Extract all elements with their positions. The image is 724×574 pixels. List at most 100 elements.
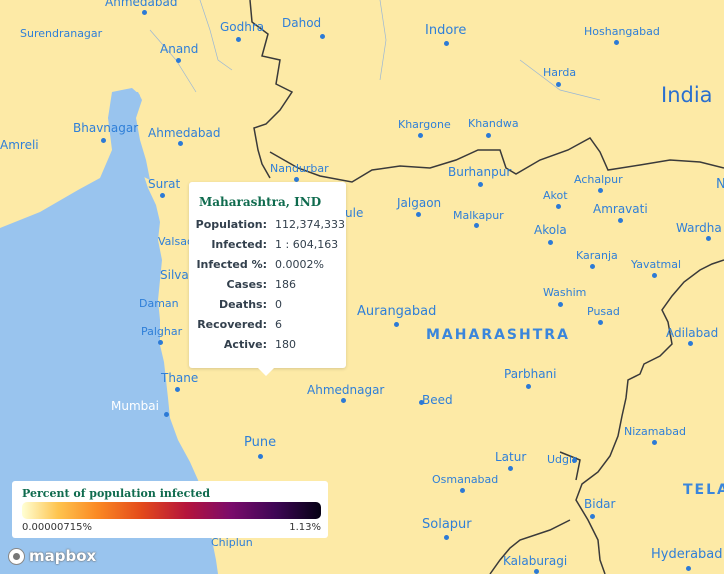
place-label: Wardha bbox=[676, 221, 722, 235]
place-label: Chiplun bbox=[211, 536, 253, 549]
place-dot bbox=[258, 454, 263, 459]
mapbox-icon bbox=[8, 548, 25, 565]
place-dot bbox=[164, 412, 169, 417]
place-dot bbox=[598, 320, 603, 325]
legend-title: Percent of population infected bbox=[22, 487, 211, 500]
place-dot bbox=[160, 193, 165, 198]
place-label: Jalgaon bbox=[397, 196, 442, 210]
place-label: Malkapur bbox=[453, 209, 504, 222]
tooltip-key: Cases: bbox=[226, 278, 267, 291]
place-dot bbox=[474, 223, 479, 228]
place-dot bbox=[556, 204, 561, 209]
state-label: MAHARASHTRA bbox=[426, 327, 570, 343]
place-dot bbox=[294, 177, 299, 182]
place-label: Achalpur bbox=[574, 173, 623, 186]
place-label: Pune bbox=[244, 435, 277, 450]
legend-color-scale bbox=[22, 502, 321, 519]
place-label: Udgir bbox=[547, 453, 577, 466]
place-label: Anand bbox=[160, 42, 199, 56]
tooltip-value: 180 bbox=[275, 338, 296, 351]
place-label: Solapur bbox=[422, 517, 472, 532]
place-label: Daman bbox=[139, 297, 179, 310]
state-label: TELA bbox=[683, 482, 724, 498]
country-label: India bbox=[661, 83, 713, 107]
place-label: Ahmedabad bbox=[105, 0, 178, 9]
place-label: Palghar bbox=[141, 325, 183, 338]
place-dot bbox=[158, 340, 163, 345]
place-label: Adilabad bbox=[666, 326, 719, 340]
place-dot bbox=[320, 34, 325, 39]
place-label: Beed bbox=[422, 393, 453, 407]
tooltip-key: Infected: bbox=[211, 238, 267, 251]
place-dot bbox=[686, 566, 691, 571]
place-label: Valsad bbox=[158, 235, 194, 248]
place-label: Surendranagar bbox=[20, 27, 103, 40]
place-dot bbox=[236, 37, 241, 42]
state-borders bbox=[249, 0, 724, 574]
place-dot bbox=[534, 569, 539, 574]
place-label: Dahod bbox=[282, 16, 322, 30]
tooltip-key: Deaths: bbox=[218, 298, 267, 311]
place-dot bbox=[590, 514, 595, 519]
place-label: Hoshangabad bbox=[584, 25, 660, 38]
place-label: Amravati bbox=[593, 202, 648, 216]
place-dot bbox=[652, 273, 657, 278]
place-dot bbox=[526, 384, 531, 389]
place-dot bbox=[142, 10, 147, 15]
place-dot bbox=[688, 341, 693, 346]
tooltip-row-cases: Cases: 186 bbox=[189, 278, 346, 294]
place-dot bbox=[614, 40, 619, 45]
place-dot bbox=[572, 458, 577, 463]
place-dot bbox=[394, 322, 399, 327]
place-dot bbox=[558, 302, 563, 307]
tooltip-title: Maharashtra, IND bbox=[199, 195, 322, 209]
place-label: Mumbai bbox=[111, 399, 159, 413]
tooltip-row-population: Population: 112,374,333 bbox=[189, 218, 346, 234]
place-dot bbox=[486, 133, 491, 138]
place-label: Harda bbox=[543, 66, 577, 79]
gulf-of-khambhat bbox=[108, 92, 150, 180]
place-label: Washim bbox=[543, 286, 587, 299]
place-label: Nandurbar bbox=[270, 162, 329, 175]
place-label: Bidar bbox=[584, 497, 616, 511]
place-label: Latur bbox=[495, 450, 527, 464]
place-label: Kalaburagi bbox=[503, 554, 568, 568]
place-label: Indore bbox=[425, 23, 467, 38]
place-label: Khandwa bbox=[468, 117, 519, 130]
tooltip-row-active: Active: 180 bbox=[189, 338, 346, 354]
legend: Percent of population infected 0.0000071… bbox=[12, 481, 328, 538]
place-label: Ahmednagar bbox=[307, 383, 385, 397]
arabian-sea bbox=[0, 88, 218, 574]
tooltip-value: 112,374,333 bbox=[275, 218, 345, 231]
tooltip-row-infected: Infected: 1 : 604,163 bbox=[189, 238, 346, 254]
region-tooltip: Maharashtra, IND Population: 112,374,333… bbox=[189, 182, 346, 376]
place-dot bbox=[556, 82, 561, 87]
legend-min-label: 0.00000715% bbox=[22, 522, 92, 533]
place-dot bbox=[618, 218, 623, 223]
tooltip-value: 1 : 604,163 bbox=[275, 238, 339, 251]
tooltip-row-infected-percent: Infected %: 0.0002% bbox=[189, 258, 346, 274]
place-label: Godhra bbox=[220, 20, 265, 34]
tooltip-value: 0 bbox=[275, 298, 282, 311]
place-dot bbox=[652, 440, 657, 445]
tooltip-value: 6 bbox=[275, 318, 282, 331]
tooltip-key: Population: bbox=[195, 218, 267, 231]
place-dot bbox=[175, 387, 180, 392]
tooltip-value: 0.0002% bbox=[275, 258, 324, 271]
place-label: Aurangabad bbox=[357, 304, 437, 319]
place-label: Akola bbox=[534, 223, 567, 237]
place-label: Parbhani bbox=[504, 367, 557, 381]
place-label: Amreli bbox=[0, 138, 39, 152]
tooltip-value: 186 bbox=[275, 278, 296, 291]
place-dot bbox=[598, 188, 603, 193]
place-dot bbox=[416, 212, 421, 217]
tooltip-row-recovered: Recovered: 6 bbox=[189, 318, 346, 334]
place-label: Karanja bbox=[576, 249, 618, 262]
place-label: Pusad bbox=[587, 305, 620, 318]
place-dot bbox=[508, 466, 513, 471]
place-label: Osmanabad bbox=[432, 473, 499, 486]
place-label: Ahmedabad bbox=[148, 126, 221, 140]
mapbox-logo-text: mapbox bbox=[29, 547, 97, 565]
place-dot bbox=[101, 138, 106, 143]
